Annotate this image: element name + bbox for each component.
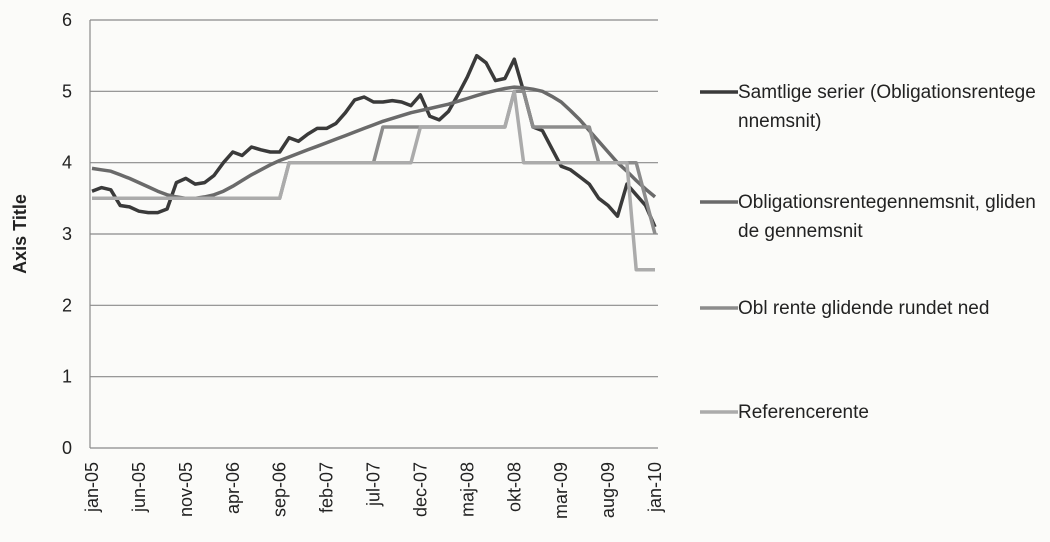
x-tick-label: aug-09 [598, 462, 618, 518]
series-line [91, 53, 657, 228]
x-tick-label: nov-05 [176, 462, 196, 517]
series-line [92, 89, 655, 272]
x-tick-label: mar-09 [551, 462, 571, 519]
y-tick-label: 3 [62, 224, 72, 244]
x-tick-label: jul-07 [364, 462, 384, 507]
y-tick-label: 0 [62, 438, 72, 458]
legend-label: Samtlige serier (Obligationsrentegennems… [738, 82, 1036, 132]
x-tick-label: jan-05 [82, 462, 102, 513]
legend-label: Referencerente [738, 402, 869, 423]
y-tick-label: 5 [62, 81, 72, 101]
x-tick-label: sep-06 [270, 462, 290, 517]
y-tick-label: 6 [62, 10, 72, 30]
legend-label: Obl rente glidende rundet ned [738, 298, 990, 319]
x-tick-label: feb-07 [317, 462, 337, 513]
legend-label: Obligationsrentegennemsnit, glidende gen… [738, 192, 1036, 242]
y-tick-label: 1 [62, 367, 72, 387]
x-tick-label: dec-07 [410, 462, 430, 517]
y-tick-label: 4 [62, 153, 72, 173]
x-tick-label: okt-08 [504, 462, 524, 512]
y-tick-label: 2 [62, 295, 72, 315]
x-tick-label: jun-05 [129, 462, 149, 513]
x-tick-label: apr-06 [223, 462, 243, 514]
x-tick-label: jan-10 [645, 462, 665, 513]
y-axis-title: Axis Title [10, 194, 30, 274]
x-tick-label: maj-08 [457, 462, 477, 517]
